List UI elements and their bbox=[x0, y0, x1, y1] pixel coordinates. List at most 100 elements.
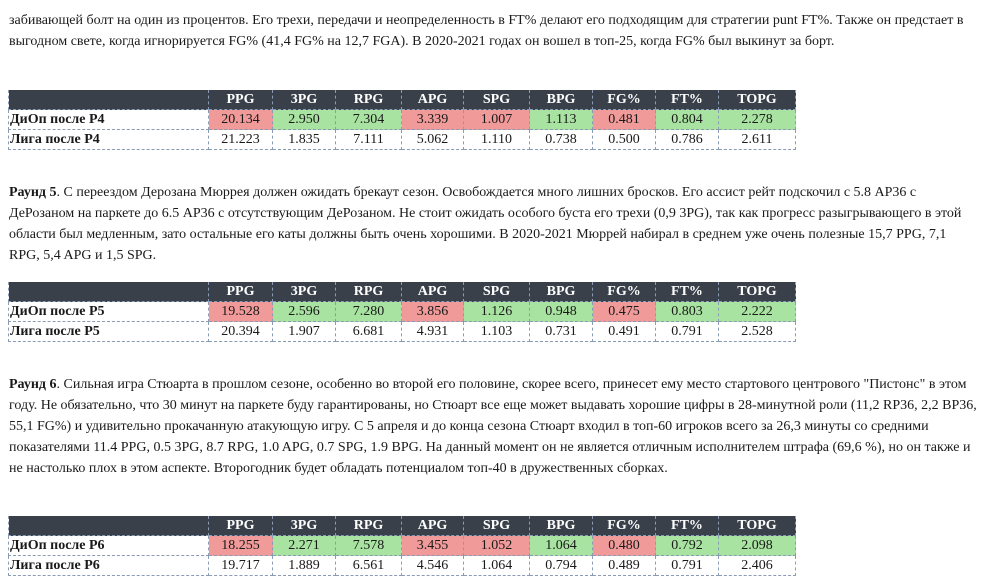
stat-cell: 0.948 bbox=[529, 301, 593, 322]
stat-cell: 2.528 bbox=[718, 321, 796, 342]
stat-cell: 2.278 bbox=[718, 109, 796, 130]
stats-table-round5: PPG 3PG RPG APG SPG BPG FG% FT% TOPG ДиОп после P… bbox=[8, 282, 796, 342]
stat-cell: 0.731 bbox=[529, 321, 593, 342]
column-header-bpg: BPG bbox=[529, 516, 593, 536]
stat-cell: 1.889 bbox=[272, 555, 336, 576]
stat-cell: 4.931 bbox=[401, 321, 464, 342]
round6-paragraph: Раунд 6. Сильная игра Стюарта в прошлом … bbox=[9, 374, 977, 479]
stat-cell: 0.500 bbox=[592, 129, 656, 150]
column-header-ft-pct: FT% bbox=[655, 282, 719, 302]
column-header-3pg: 3PG bbox=[272, 90, 336, 110]
column-header-apg: APG bbox=[401, 282, 464, 302]
stat-cell: 0.491 bbox=[592, 321, 656, 342]
round5-paragraph: Раунд 5. С переездом Дерозана Мюррея дол… bbox=[9, 182, 977, 266]
column-header-spg: SPG bbox=[463, 282, 530, 302]
column-header-topg: TOPG bbox=[718, 90, 796, 110]
round6-lead: Раунд 6 bbox=[9, 377, 57, 392]
header-row: PPG 3PG RPG APG SPG BPG FG% FT% TOPG bbox=[8, 282, 796, 302]
column-header-spg: SPG bbox=[463, 516, 530, 536]
column-header-rpg: RPG bbox=[335, 282, 402, 302]
table-row: ДиОп после P5 19.528 2.596 7.280 3.856 1.126 0… bbox=[8, 301, 796, 322]
stat-cell: 0.475 bbox=[592, 301, 656, 322]
row-label: Лига после P5 bbox=[8, 321, 209, 342]
stat-cell: 1.907 bbox=[272, 321, 336, 342]
column-header-ft-pct: FT% bbox=[655, 516, 719, 536]
stat-cell: 0.738 bbox=[529, 129, 593, 150]
stat-cell: 3.856 bbox=[401, 301, 464, 322]
column-header-topg: TOPG bbox=[718, 282, 796, 302]
stat-cell: 2.222 bbox=[718, 301, 796, 322]
round6-text: . Сильная игра Стюарта в прошлом сезоне,… bbox=[9, 377, 977, 476]
stat-cell: 18.255 bbox=[208, 535, 273, 556]
header-corner bbox=[8, 282, 209, 302]
stat-cell: 2.611 bbox=[718, 129, 796, 150]
stat-cell: 20.394 bbox=[208, 321, 273, 342]
stat-cell: 1.103 bbox=[463, 321, 530, 342]
column-header-spg: SPG bbox=[463, 90, 530, 110]
stat-cell: 2.406 bbox=[718, 555, 796, 576]
stat-cell: 7.111 bbox=[335, 129, 402, 150]
stat-cell: 1.110 bbox=[463, 129, 530, 150]
column-header-ppg: PPG bbox=[208, 90, 273, 110]
stat-cell: 19.717 bbox=[208, 555, 273, 576]
column-header-fg-pct: FG% bbox=[592, 90, 656, 110]
stat-cell: 0.804 bbox=[655, 109, 719, 130]
stat-cell: 0.481 bbox=[592, 109, 656, 130]
stat-cell: 0.803 bbox=[655, 301, 719, 322]
stat-cell: 1.064 bbox=[463, 555, 530, 576]
table-row: ДиОп после P6 18.255 2.271 7.578 3.455 1.052 1… bbox=[8, 535, 796, 556]
column-header-ppg: PPG bbox=[208, 282, 273, 302]
column-header-apg: APG bbox=[401, 90, 464, 110]
header-corner bbox=[8, 90, 209, 110]
row-label: Лига после P4 bbox=[8, 129, 209, 150]
column-header-bpg: BPG bbox=[529, 90, 593, 110]
table-row: Лига после P6 19.717 1.889 6.561 4.546 1.064 0… bbox=[8, 555, 796, 576]
stat-cell: 0.794 bbox=[529, 555, 593, 576]
column-header-fg-pct: FG% bbox=[592, 282, 656, 302]
column-header-bpg: BPG bbox=[529, 282, 593, 302]
stat-cell: 1.064 bbox=[529, 535, 593, 556]
table-row: Лига после P4 21.223 1.835 7.111 5.062 1.110 0… bbox=[8, 129, 796, 150]
stat-cell: 0.489 bbox=[592, 555, 656, 576]
header-row: PPG 3PG RPG APG SPG BPG FG% FT% TOPG bbox=[8, 90, 796, 110]
stat-cell: 4.546 bbox=[401, 555, 464, 576]
stat-cell: 1.007 bbox=[463, 109, 530, 130]
stat-cell: 20.134 bbox=[208, 109, 273, 130]
stat-cell: 2.271 bbox=[272, 535, 336, 556]
stat-cell: 2.098 bbox=[718, 535, 796, 556]
stat-cell: 3.455 bbox=[401, 535, 464, 556]
stat-cell: 6.561 bbox=[335, 555, 402, 576]
stat-cell: 5.062 bbox=[401, 129, 464, 150]
stat-cell: 1.052 bbox=[463, 535, 530, 556]
stat-cell: 2.596 bbox=[272, 301, 336, 322]
column-header-rpg: RPG bbox=[335, 90, 402, 110]
stat-cell: 0.792 bbox=[655, 535, 719, 556]
stat-cell: 7.304 bbox=[335, 109, 402, 130]
stat-cell: 3.339 bbox=[401, 109, 464, 130]
column-header-ft-pct: FT% bbox=[655, 90, 719, 110]
row-label: ДиОп после P5 bbox=[8, 301, 209, 322]
table-row: ДиОп после P4 20.134 2.950 7.304 3.339 1.007 1… bbox=[8, 109, 796, 130]
stat-cell: 21.223 bbox=[208, 129, 273, 150]
row-label: ДиОп после P6 bbox=[8, 535, 209, 556]
stat-cell: 2.950 bbox=[272, 109, 336, 130]
round5-text: . С переездом Дерозана Мюррея должен ожи… bbox=[9, 185, 962, 263]
stat-cell: 0.791 bbox=[655, 321, 719, 342]
column-header-fg-pct: FG% bbox=[592, 516, 656, 536]
column-header-topg: TOPG bbox=[718, 516, 796, 536]
stat-cell: 7.578 bbox=[335, 535, 402, 556]
header-corner bbox=[8, 516, 209, 536]
stat-cell: 0.480 bbox=[592, 535, 656, 556]
stat-cell: 1.835 bbox=[272, 129, 336, 150]
column-header-3pg: 3PG bbox=[272, 516, 336, 536]
stat-cell: 1.126 bbox=[463, 301, 530, 322]
round5-lead: Раунд 5 bbox=[9, 185, 57, 200]
row-label: ДиОп после P4 bbox=[8, 109, 209, 130]
column-header-rpg: RPG bbox=[335, 516, 402, 536]
stats-table-round6: PPG 3PG RPG APG SPG BPG FG% FT% TOPG ДиОп после P… bbox=[8, 516, 796, 576]
column-header-ppg: PPG bbox=[208, 516, 273, 536]
stat-cell: 1.113 bbox=[529, 109, 593, 130]
stat-cell: 0.791 bbox=[655, 555, 719, 576]
stats-table-round4: PPG 3PG RPG APG SPG BPG FG% FT% TOPG ДиОп после P… bbox=[8, 90, 796, 150]
column-header-apg: APG bbox=[401, 516, 464, 536]
